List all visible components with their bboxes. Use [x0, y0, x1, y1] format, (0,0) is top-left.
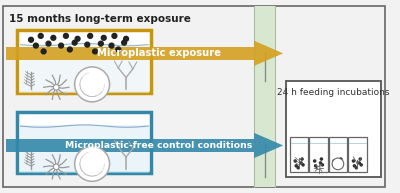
Circle shape: [122, 40, 126, 45]
Text: Microplastic-free control conditions: Microplastic-free control conditions: [66, 141, 253, 150]
Bar: [6, 47, 254, 60]
Text: Microplastic exposure: Microplastic exposure: [97, 48, 221, 58]
Circle shape: [341, 164, 343, 166]
Circle shape: [34, 43, 38, 48]
Circle shape: [321, 164, 324, 166]
Circle shape: [333, 160, 335, 162]
Circle shape: [314, 160, 316, 162]
Circle shape: [352, 160, 354, 162]
Bar: [6, 139, 254, 152]
Circle shape: [75, 146, 110, 181]
Text: 15 months long-term exposure: 15 months long-term exposure: [9, 14, 191, 24]
Bar: [19, 125, 149, 173]
Circle shape: [339, 162, 341, 164]
Circle shape: [54, 85, 59, 90]
Bar: [18, 30, 151, 93]
Circle shape: [297, 167, 299, 169]
Circle shape: [93, 49, 98, 54]
Circle shape: [72, 40, 77, 45]
Bar: [254, 6, 275, 187]
Bar: [290, 137, 308, 172]
Circle shape: [88, 33, 93, 38]
Circle shape: [112, 33, 117, 38]
Circle shape: [302, 164, 304, 166]
Circle shape: [116, 47, 121, 52]
Bar: [348, 137, 366, 172]
Circle shape: [75, 67, 110, 102]
Circle shape: [320, 162, 322, 164]
Circle shape: [334, 165, 336, 167]
Text: 24 h feeding incubations: 24 h feeding incubations: [277, 88, 390, 97]
Circle shape: [59, 43, 64, 48]
Circle shape: [85, 42, 90, 47]
Circle shape: [317, 166, 320, 169]
Circle shape: [64, 33, 68, 38]
Circle shape: [41, 49, 46, 54]
Bar: [329, 137, 347, 172]
Circle shape: [46, 41, 51, 46]
Circle shape: [314, 165, 317, 167]
Circle shape: [295, 165, 297, 167]
Circle shape: [67, 47, 72, 52]
Circle shape: [320, 158, 322, 160]
Circle shape: [360, 164, 362, 166]
Bar: [18, 112, 151, 173]
Circle shape: [54, 164, 59, 170]
Circle shape: [294, 160, 296, 162]
Circle shape: [29, 37, 34, 42]
Circle shape: [75, 36, 80, 41]
Circle shape: [340, 158, 342, 160]
Circle shape: [358, 162, 360, 164]
Circle shape: [336, 167, 338, 169]
Bar: [309, 137, 328, 172]
Circle shape: [332, 158, 344, 170]
Circle shape: [124, 36, 128, 41]
Circle shape: [353, 165, 356, 167]
Circle shape: [98, 41, 103, 46]
Circle shape: [359, 158, 361, 160]
Polygon shape: [254, 41, 283, 66]
Circle shape: [101, 35, 106, 40]
Circle shape: [38, 33, 43, 38]
Polygon shape: [254, 133, 283, 158]
Circle shape: [109, 43, 114, 48]
Circle shape: [301, 158, 303, 160]
Circle shape: [51, 35, 56, 40]
Circle shape: [300, 162, 302, 164]
Circle shape: [355, 167, 358, 169]
Bar: [19, 44, 149, 93]
Bar: [286, 80, 381, 178]
Circle shape: [316, 167, 319, 169]
